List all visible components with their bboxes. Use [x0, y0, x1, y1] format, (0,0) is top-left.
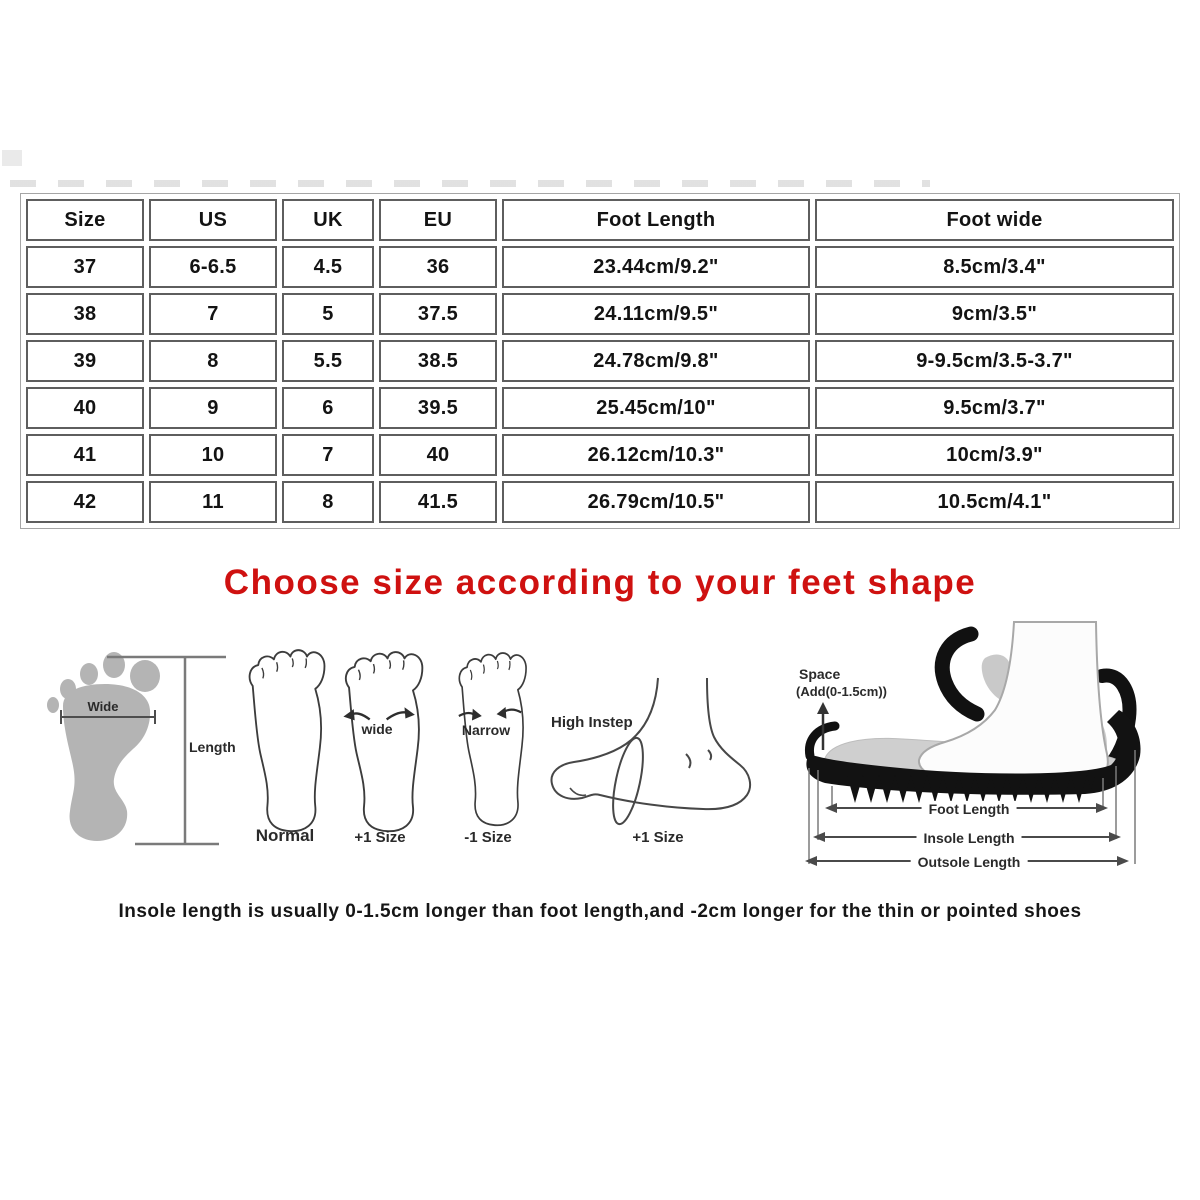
shoe-measurement-diagram — [804, 621, 1141, 866]
table-cell: 8.5cm/3.4" — [815, 246, 1174, 288]
table-cell: 10.5cm/4.1" — [815, 481, 1174, 523]
table-cell: 4.5 — [282, 246, 374, 288]
table-cell: 25.45cm/10" — [502, 387, 810, 429]
table-row: 38 7 5 37.5 24.11cm/9.5" 9cm/3.5" — [26, 293, 1174, 335]
length-label: Length — [189, 739, 236, 755]
shoe-collar-outline — [934, 626, 985, 722]
scan-artifact — [2, 150, 22, 166]
wide-foot-diagram — [343, 651, 424, 833]
section-heading: Choose size according to your feet shape — [223, 563, 977, 602]
dimension-guides — [808, 750, 1136, 864]
table-cell: 37 — [26, 246, 144, 288]
table-row: 39 8 5.5 38.5 24.78cm/9.8" 9-9.5cm/3.5-3… — [26, 340, 1174, 382]
table-cell: 26.79cm/10.5" — [502, 481, 810, 523]
table-cell: 42 — [26, 481, 144, 523]
footprint-shape — [63, 684, 151, 841]
table-cell: 39 — [26, 340, 144, 382]
narrow-foot-caption: -1 Size — [464, 829, 512, 846]
high-instep-diagram — [550, 677, 752, 826]
table-cell: 11 — [149, 481, 277, 523]
table-cell: 38 — [26, 293, 144, 335]
table-cell: 7 — [149, 293, 277, 335]
header-cell-foot-length: Foot Length — [502, 199, 810, 241]
table-cell: 6 — [282, 387, 374, 429]
wide-foot-caption: +1 Size — [354, 829, 406, 846]
narrow-foot-diagram — [458, 652, 527, 827]
table-cell: 9 — [149, 387, 277, 429]
table-cell: 37.5 — [379, 293, 497, 335]
table-cell: 41 — [26, 434, 144, 476]
big-toe-print — [130, 660, 160, 692]
space-label: Space — [799, 666, 841, 682]
table-cell: 8 — [149, 340, 277, 382]
sole-teeth — [847, 775, 1095, 803]
outsole-length-label: Outsole Length — [910, 854, 1028, 870]
header-cell-us: US — [149, 199, 277, 241]
table-cell: 26.12cm/10.3" — [502, 434, 810, 476]
table-cell: 40 — [379, 434, 497, 476]
table-row: 41 10 7 40 26.12cm/10.3" 10cm/3.9" — [26, 434, 1174, 476]
table-cell: 39.5 — [379, 387, 497, 429]
footprint-diagram — [47, 652, 226, 846]
table-cell: 38.5 — [379, 340, 497, 382]
table-cell: 9cm/3.5" — [815, 293, 1174, 335]
table-cell: 6-6.5 — [149, 246, 277, 288]
table-cell: 24.11cm/9.5" — [502, 293, 810, 335]
normal-foot-caption: Normal — [255, 826, 315, 845]
narrow-foot-label: Narrow — [461, 722, 511, 738]
header-cell-uk: UK — [282, 199, 374, 241]
insole-length-label: Insole Length — [916, 830, 1022, 846]
table-header-row: Size US UK EU Foot Length Foot wide — [26, 199, 1174, 241]
dimension-arrowheads — [805, 803, 1129, 866]
table-cell: 10cm/3.9" — [815, 434, 1174, 476]
header-cell-eu: EU — [379, 199, 497, 241]
header-cell-size: Size — [26, 199, 144, 241]
table-row: 42 11 8 41.5 26.79cm/10.5" 10.5cm/4.1" — [26, 481, 1174, 523]
wide-label: Wide — [87, 699, 119, 714]
instep-measure-loop — [612, 736, 644, 826]
outsole-shape — [806, 710, 1141, 795]
table-row: 37 6-6.5 4.5 36 23.44cm/9.2" 8.5cm/3.4" — [26, 246, 1174, 288]
table-cell: 8 — [282, 481, 374, 523]
footnote: Insole length is usually 0-1.5cm longer … — [118, 901, 1082, 922]
size-chart-table: Size US UK EU Foot Length Foot wide 37 6… — [20, 193, 1180, 529]
space-add-note: (Add(0-1.5cm)) — [796, 684, 888, 699]
table-cell: 24.78cm/9.8" — [502, 340, 810, 382]
high-instep-label: High Instep — [551, 714, 633, 731]
scan-artifact-dashes — [10, 180, 930, 187]
table-cell: 10 — [149, 434, 277, 476]
table-cell: 23.44cm/9.2" — [502, 246, 810, 288]
high-instep-caption: +1 Size — [632, 829, 684, 846]
table-cell: 5 — [282, 293, 374, 335]
table-cell: 7 — [282, 434, 374, 476]
wide-foot-label: wide — [361, 721, 393, 737]
header-cell-foot-wide: Foot wide — [815, 199, 1174, 241]
table-cell: 9-9.5cm/3.5-3.7" — [815, 340, 1174, 382]
normal-foot-diagram — [248, 649, 326, 833]
table-cell: 36 — [379, 246, 497, 288]
table-cell: 5.5 — [282, 340, 374, 382]
table-cell: 41.5 — [379, 481, 497, 523]
table-cell: 40 — [26, 387, 144, 429]
narrow-arrow-right — [504, 708, 522, 714]
foot-length-label: Foot Length — [921, 801, 1017, 817]
table-row: 40 9 6 39.5 25.45cm/10" 9.5cm/3.7" — [26, 387, 1174, 429]
table-cell: 9.5cm/3.7" — [815, 387, 1174, 429]
